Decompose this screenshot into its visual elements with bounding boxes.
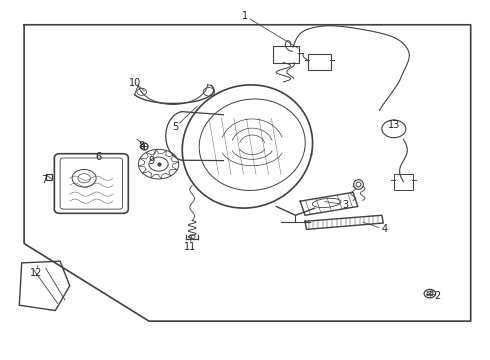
Text: 1: 1 <box>242 11 248 21</box>
Text: 3: 3 <box>343 200 349 210</box>
Text: 7: 7 <box>41 175 48 185</box>
Text: 12: 12 <box>30 269 42 279</box>
Text: 9: 9 <box>148 156 154 166</box>
Text: 2: 2 <box>434 292 440 301</box>
Text: 5: 5 <box>172 122 178 132</box>
Text: 6: 6 <box>96 152 101 162</box>
Text: 13: 13 <box>388 120 400 130</box>
Text: 8: 8 <box>139 141 145 152</box>
Text: 4: 4 <box>381 224 387 234</box>
Text: 10: 10 <box>129 78 142 88</box>
Text: 11: 11 <box>184 242 196 252</box>
